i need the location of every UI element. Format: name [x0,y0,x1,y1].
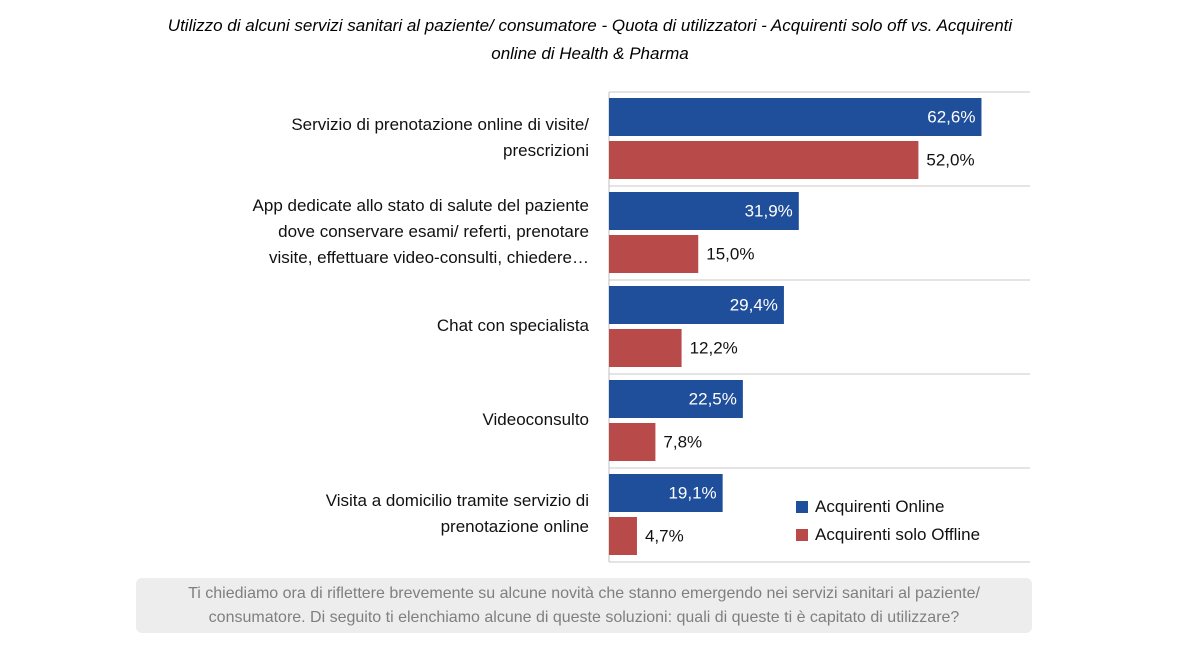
legend-item-online: Acquirenti Online [796,493,980,521]
category-label: Visita a domicilio tramite servizio di pr… [326,491,589,536]
category-label-line: Chat con specialista [437,316,590,335]
bar-offline [609,141,919,179]
legend-item-offline: Acquirenti solo Offline [796,521,980,549]
bar-online [609,286,784,324]
bar-online [609,380,743,418]
data-label-offline: 4,7% [645,526,684,545]
legend-label-offline: Acquirenti solo Offline [815,525,981,544]
bar-offline [609,423,656,461]
chart-title-line-2: online di Health & Pharma [491,44,689,63]
data-label-online: 29,4% [730,295,778,314]
chart-title: Utilizzo di alcuni servizi sanitari al p… [40,12,1140,68]
bar-chart: Servizio di prenotazione online di visit… [253,91,1030,563]
data-label-online: 62,6% [927,107,975,126]
category-label-line: App dedicate allo stato di salute del pa… [253,196,589,215]
bar-offline [609,517,637,555]
legend: Acquirenti Online Acquirenti solo Offlin… [796,493,980,549]
chart-title-line-1: Utilizzo di alcuni servizi sanitari al p… [167,16,1013,35]
bar-online [609,98,982,136]
category-label-line: prenotazione online [441,517,589,536]
category-label: Servizio di prenotazione online di visit… [291,115,589,160]
category-label-line: Visita a domicilio tramite servizio di [326,491,589,510]
category-label-line: Videoconsulto [483,410,590,429]
bar-offline [609,235,699,273]
category-label-line: visite, effettuare video-consulti, chied… [269,248,589,267]
data-label-offline: 15,0% [706,244,754,263]
data-label-online: 19,1% [668,483,716,502]
category-label-line: Servizio di prenotazione online di visit… [291,115,589,134]
legend-swatch-online [796,501,808,513]
bar-offline [609,329,682,367]
data-label-offline: 7,8% [663,432,702,451]
category-label: Videoconsulto [483,410,590,429]
category-label-line: prescrizioni [503,141,589,160]
question-footnote: Ti chiediamo ora di riflettere brevement… [136,578,1032,633]
data-label-online: 31,9% [745,201,793,220]
footnote-line-1: Ti chiediamo ora di riflettere brevement… [188,585,980,602]
footnote-line-2: consumatore. Di seguito ti elenchiamo al… [208,609,960,626]
legend-swatch-offline [796,529,808,541]
data-label-online: 22,5% [689,389,737,408]
bar-online [609,474,723,512]
category-label-line: dove conservare esami/ referti, prenotar… [278,222,589,241]
legend-label-online: Acquirenti Online [815,497,945,516]
category-label: Chat con specialista [437,316,590,335]
data-label-offline: 12,2% [690,338,738,357]
data-label-offline: 52,0% [926,150,974,169]
category-label: App dedicate allo stato di salute del pa… [253,196,589,267]
bar-online [609,192,799,230]
